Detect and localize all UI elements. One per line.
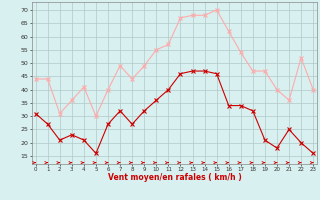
X-axis label: Vent moyen/en rafales ( km/h ): Vent moyen/en rafales ( km/h ) [108, 173, 241, 182]
